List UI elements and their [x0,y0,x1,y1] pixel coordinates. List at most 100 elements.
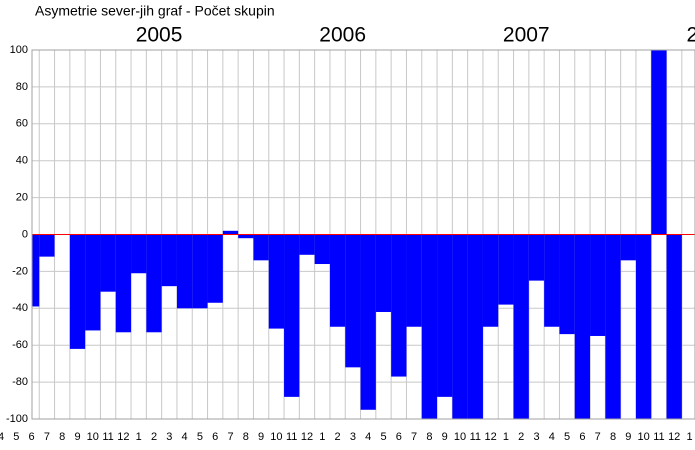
bar [115,234,132,333]
x-tick-label: 8 [243,431,249,443]
x-tick-label: 11 [102,431,113,443]
bar [452,234,468,419]
x-tick-label: 7 [411,431,417,443]
x-tick-label: 7 [227,431,233,443]
bar [161,234,177,287]
x-tick-label: 8 [610,431,616,443]
chart-title: Asymetrie sever-jih graf - Počet skupin [35,3,275,19]
x-tick-label: 11 [286,431,297,443]
bar [375,234,392,312]
bar [131,234,147,274]
bar [268,234,285,329]
y-tick-label: -60 [12,339,28,351]
bar [406,234,422,327]
y-tick-label: 40 [16,155,28,167]
x-tick-label: 9 [74,431,80,443]
x-tick-label: 5 [197,431,203,443]
bar [329,234,346,327]
bar [559,234,575,335]
bar [222,230,239,235]
y-tick-label: 0 [22,228,28,240]
y-tick-label: -100 [6,413,28,425]
y-tick-label: 80 [16,81,28,93]
x-tick-label: 10 [637,431,649,443]
year-label: 2005 [136,24,183,47]
x-tick-label: 6 [579,431,585,443]
x-tick-label: 1 [686,431,692,443]
bar [620,234,636,261]
x-tick-label: 6 [212,431,218,443]
y-tick-label: 20 [16,192,28,204]
x-tick-label: 3 [166,431,172,443]
x-tick-label: 8 [426,431,432,443]
year-label: 2007 [503,24,550,47]
x-tick-label: 10 [454,431,466,443]
bar [176,234,193,309]
x-tick-label: 2 [335,431,341,443]
y-tick-label: 60 [16,118,28,130]
x-tick-label: 2 [518,431,524,443]
bar [314,234,330,265]
bar [284,234,300,397]
x-tick-label: 5 [13,431,19,443]
x-tick-label: 10 [87,431,99,443]
bar [651,50,667,235]
x-tick-label: 12 [484,431,496,443]
bar [467,234,483,419]
bar [146,234,162,333]
x-tick-label: 11 [470,431,481,443]
x-tick-label: 1 [136,431,142,443]
x-tick-label: 10 [270,431,282,443]
bar [345,234,361,368]
x-tick-label: 1 [319,431,325,443]
bar [528,234,545,281]
x-tick-label: 4 [182,431,188,443]
x-tick-label: 8 [59,431,65,443]
bar [513,234,529,419]
bar [421,234,438,419]
bar [253,234,269,261]
x-tick-label: 7 [44,431,50,443]
bar [32,234,40,307]
bar [482,234,499,327]
x-tick-label: 9 [442,431,448,443]
x-tick-label: 7 [595,431,601,443]
year-label: 2006 [319,24,366,47]
bar [69,234,86,349]
x-tick-label: 4 [365,431,371,443]
x-tick-label: 1 [503,431,509,443]
bar [238,234,254,239]
x-tick-label: 6 [396,431,402,443]
bar [85,234,101,331]
x-tick-label: 12 [301,431,313,443]
bar [192,234,208,309]
bar [605,234,621,419]
x-tick-label: 3 [533,431,539,443]
x-tick-label: 4 [549,431,555,443]
x-tick-label: 12 [117,431,129,443]
y-tick-label: -80 [12,376,28,388]
x-tick-label: 5 [380,431,386,443]
bar [666,234,682,419]
bar [39,234,55,257]
x-tick-label: 5 [564,431,570,443]
x-tick-label: 3 [350,431,356,443]
y-tick-label: -40 [12,302,28,314]
x-tick-label: 9 [258,431,264,443]
y-tick-label: 100 [10,44,28,56]
x-tick-label: 2 [151,431,157,443]
bar [437,234,453,397]
bar [100,234,116,292]
bar [299,234,315,255]
bar [360,234,376,410]
x-tick-label: 4 [0,431,4,443]
x-tick-label: 12 [668,431,680,443]
bar [635,234,652,419]
x-tick-label: 9 [625,431,631,443]
bar [498,234,514,305]
plot-area [32,50,695,419]
bar [207,234,223,303]
plot-border [31,49,695,420]
